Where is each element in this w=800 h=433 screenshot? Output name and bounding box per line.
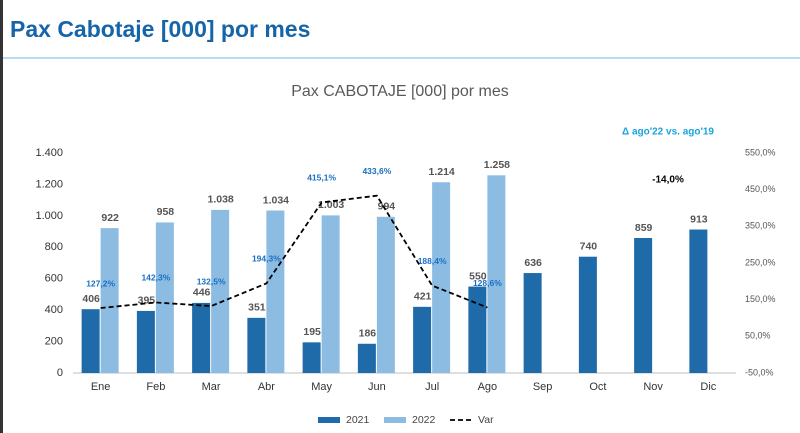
x-tick-label: May bbox=[311, 381, 332, 393]
y2-tick-label: 350,0% bbox=[745, 221, 776, 231]
x-tick-label: Feb bbox=[146, 381, 165, 393]
legend-label: 2022 bbox=[412, 414, 436, 426]
bar bbox=[155, 222, 174, 373]
data-label: 1.034 bbox=[263, 194, 289, 206]
bar bbox=[100, 228, 119, 373]
y2-tick-label: 50,0% bbox=[745, 331, 771, 341]
data-label: 395 bbox=[138, 295, 156, 307]
y2-tick-label: 150,0% bbox=[745, 294, 776, 304]
line-data-label: 188,4% bbox=[418, 256, 447, 266]
x-tick-label: Sep bbox=[533, 381, 553, 393]
y-tick-label: 1.400 bbox=[35, 147, 63, 159]
line-data-label: 127,2% bbox=[86, 278, 115, 288]
line-data-label: 194,3% bbox=[252, 254, 281, 264]
data-label: 186 bbox=[359, 328, 377, 340]
data-label: 913 bbox=[690, 213, 708, 225]
x-tick-label: Abr bbox=[258, 381, 275, 393]
bar bbox=[357, 343, 376, 373]
bar bbox=[413, 306, 432, 373]
bar bbox=[136, 310, 155, 373]
bar bbox=[247, 317, 266, 373]
annotation: Δ ago'22 vs. ago'19 bbox=[622, 127, 714, 138]
line bbox=[100, 194, 488, 309]
bar bbox=[468, 286, 487, 373]
annotation: -14,0% bbox=[652, 175, 684, 186]
y-tick-label: 0 bbox=[57, 367, 63, 379]
bar bbox=[634, 238, 653, 373]
x-tick-label: Jul bbox=[425, 381, 439, 393]
bar bbox=[211, 209, 230, 373]
bar bbox=[81, 309, 100, 373]
bar bbox=[321, 215, 340, 373]
line-data-label: 415,1% bbox=[307, 173, 336, 183]
x-tick-label: Mar bbox=[202, 381, 221, 393]
y-tick-label: 600 bbox=[45, 273, 63, 285]
x-tick-label: Dic bbox=[700, 381, 716, 393]
bar bbox=[376, 216, 395, 373]
data-label: 1.258 bbox=[484, 159, 510, 171]
data-label: 1.038 bbox=[207, 194, 233, 206]
legend-label: Var bbox=[478, 414, 494, 426]
data-label: 550 bbox=[469, 270, 487, 282]
line-data-label: 132,5% bbox=[197, 276, 226, 286]
bar bbox=[302, 342, 321, 373]
y-tick-label: 200 bbox=[45, 335, 63, 347]
data-label: 195 bbox=[303, 326, 321, 338]
bar bbox=[432, 182, 451, 373]
y-tick-label: 1.200 bbox=[35, 178, 63, 190]
legend-label: 2021 bbox=[346, 414, 370, 426]
data-label: 351 bbox=[248, 302, 266, 314]
y2-tick-label: -50,0% bbox=[745, 367, 774, 377]
legend-swatch bbox=[384, 417, 406, 423]
bar bbox=[192, 302, 211, 373]
y2-tick-label: 250,0% bbox=[745, 257, 776, 267]
y-tick-label: 800 bbox=[45, 241, 63, 253]
legend-swatch bbox=[318, 417, 340, 423]
chart-title: Pax CABOTAJE [000] por mes bbox=[291, 83, 509, 100]
bar bbox=[689, 229, 708, 373]
data-label: 636 bbox=[524, 257, 542, 269]
line-data-label: 128,6% bbox=[473, 278, 502, 288]
data-label: 421 bbox=[414, 291, 432, 303]
data-label: 922 bbox=[101, 212, 119, 224]
y-tick-label: 400 bbox=[45, 304, 63, 316]
x-tick-label: Oct bbox=[589, 381, 606, 393]
y-tick-label: 1.000 bbox=[35, 210, 63, 222]
y2-tick-label: 450,0% bbox=[745, 184, 776, 194]
bar bbox=[487, 175, 506, 373]
data-label: 446 bbox=[193, 287, 211, 299]
bar bbox=[578, 256, 597, 373]
x-tick-label: Jun bbox=[368, 381, 386, 393]
data-label: 1.214 bbox=[428, 166, 454, 178]
x-tick-label: Ago bbox=[478, 381, 498, 393]
data-label: 994 bbox=[378, 201, 396, 213]
left-border bbox=[0, 0, 3, 433]
line-data-label: 142,3% bbox=[141, 273, 170, 283]
data-label: 958 bbox=[157, 206, 175, 218]
line-data-label: 433,6% bbox=[362, 166, 391, 176]
bar bbox=[523, 273, 542, 373]
y2-tick-label: 550,0% bbox=[745, 147, 776, 157]
bar bbox=[266, 210, 285, 373]
data-label: 740 bbox=[580, 240, 598, 252]
data-label: 859 bbox=[635, 222, 653, 234]
data-label: 1.003 bbox=[318, 199, 344, 211]
x-tick-label: Ene bbox=[91, 381, 111, 393]
data-label: 406 bbox=[82, 293, 100, 305]
x-tick-label: Nov bbox=[643, 381, 663, 393]
slide-title: Pax Cabotaje [000] por mes bbox=[10, 16, 310, 42]
